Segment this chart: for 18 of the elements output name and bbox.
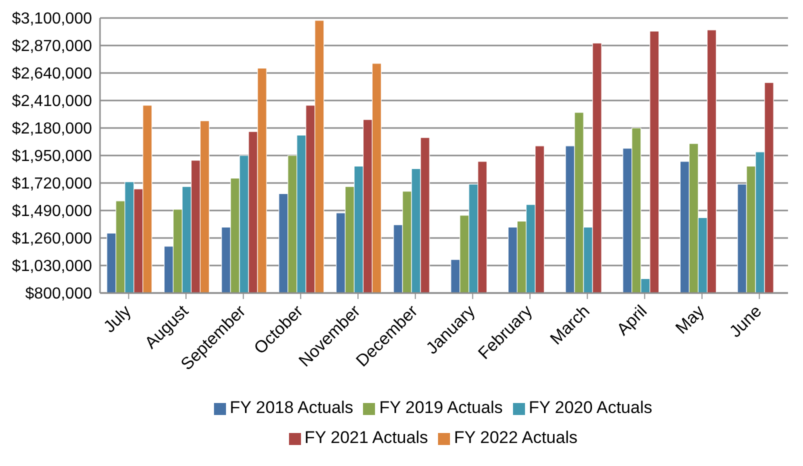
y-tick-label: $2,410,000 — [12, 93, 92, 110]
y-tick-label: $2,870,000 — [12, 38, 92, 56]
y-tick-label: $3,100,000 — [12, 10, 92, 28]
legend-label: FY 2019 Actuals — [379, 398, 503, 417]
legend-label: FY 2022 Actuals — [454, 428, 578, 447]
x-tick-label: July — [100, 301, 136, 336]
y-tick-label: $1,720,000 — [12, 176, 92, 193]
y-tick-label: $1,950,000 — [12, 148, 92, 166]
y-tick-label: $800,000 — [25, 286, 92, 303]
y-tick-label: $1,030,000 — [12, 258, 92, 276]
x-tick-label: May — [672, 301, 708, 338]
y-tick-label: $1,260,000 — [12, 230, 92, 248]
y-tick-label: $2,640,000 — [12, 66, 92, 83]
y-tick-label: $2,180,000 — [12, 120, 92, 138]
legend-label: FY 2021 Actuals — [304, 428, 428, 447]
y-tick-label: $1,490,000 — [12, 203, 92, 220]
legend-label: FY 2020 Actuals — [528, 398, 652, 417]
legend-label: FY 2018 Actuals — [230, 398, 354, 417]
